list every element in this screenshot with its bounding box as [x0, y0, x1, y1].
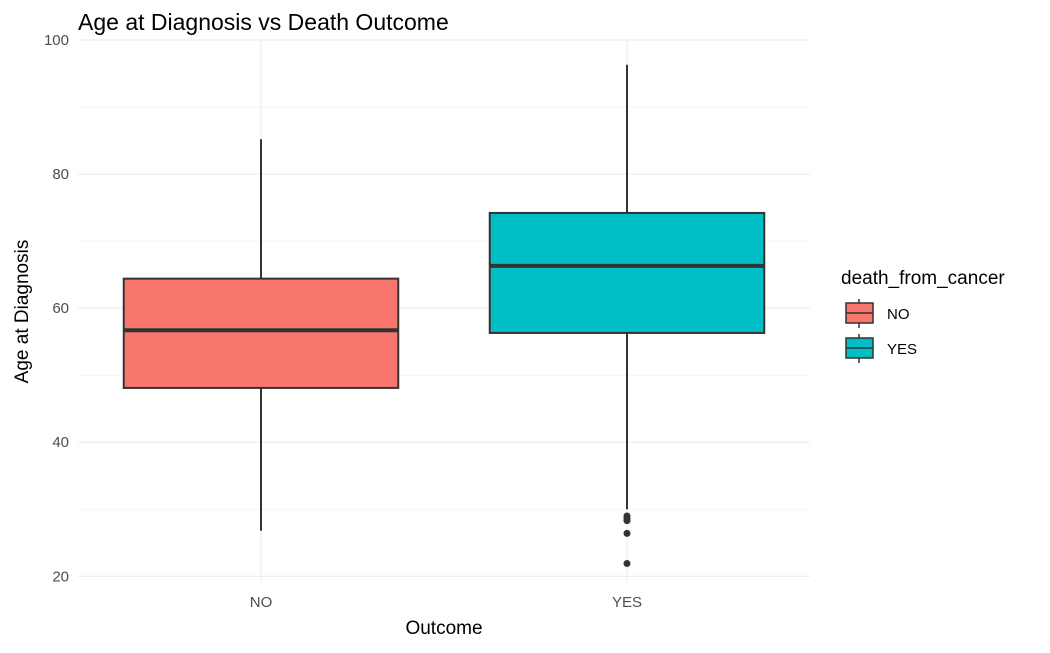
box-no: [122, 139, 400, 531]
x-tick-label: NO: [250, 594, 273, 611]
y-tick-label: 80: [52, 166, 69, 183]
y-axis-title: Age at Diagnosis: [12, 240, 33, 384]
boxes: [122, 64, 766, 568]
axes: Outcome Age at Diagnosis 20 40 60 80 100 NO YE…: [12, 32, 642, 639]
outlier-point: [623, 560, 631, 568]
legend-title: death_from_cancer: [841, 268, 1005, 289]
legend-label: NO: [887, 306, 910, 323]
y-tick-label: 60: [52, 300, 69, 317]
x-tick-label: YES: [612, 594, 642, 611]
x-axis-title: Outcome: [405, 618, 482, 639]
legend: death_from_cancer NO YES: [841, 268, 1005, 363]
iqr-box: [122, 277, 400, 389]
outlier-point: [623, 517, 631, 525]
box-yes: [488, 64, 766, 568]
legend-label: YES: [887, 341, 917, 358]
y-tick-label: 100: [44, 32, 69, 49]
legend-key-yes: [845, 334, 874, 363]
y-tick-label: 20: [52, 568, 69, 585]
chart-title: Age at Diagnosis vs Death Outcome: [78, 9, 449, 35]
iqr-box: [488, 211, 766, 334]
y-tick-label: 40: [52, 434, 69, 451]
outlier-point: [623, 529, 631, 537]
legend-key-no: [845, 299, 874, 328]
